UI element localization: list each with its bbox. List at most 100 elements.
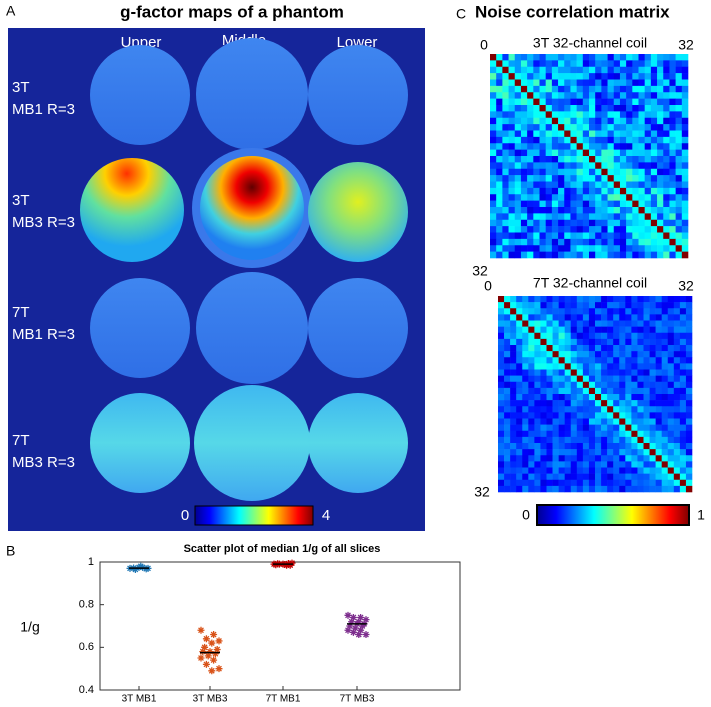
matrix-cell [649,412,656,419]
matrix-cell [498,479,505,487]
matrix-cell [514,105,522,112]
matrix-cell [551,117,559,125]
matrix-cell [631,394,638,401]
matrix-cell [595,143,602,150]
matrix-cell [657,85,664,93]
row-label: MB3 R=3 [12,214,75,231]
matrix-cell [589,54,596,61]
matrix-cell [625,406,632,413]
matrix-cell [504,351,511,358]
matrix-cell [631,326,638,334]
matrix-cell [582,308,590,315]
matrix-cell [613,424,620,432]
matrix-cell [669,168,676,176]
matrix-cell [643,467,650,474]
matrix-cell [576,219,584,227]
matrix-cell [685,467,693,474]
matrix-cell [632,117,639,125]
matrix-cell [607,436,614,444]
matrix-cell [502,162,509,170]
matrix-cell [619,357,626,364]
matrix-cell [564,175,571,182]
matrix-cell [502,245,509,252]
matrix-cell [522,381,529,389]
matrix-cell [520,213,528,221]
matrix-cell [675,213,683,221]
point [206,648,214,656]
matrix-cell [570,207,577,214]
matrix-cell [576,207,584,214]
matrix-cell [619,181,627,189]
matrix-cell [533,245,540,252]
matrix-cell [527,162,534,170]
matrix-cell [625,357,632,364]
matrix-cell [540,418,547,425]
matrix-cell [545,168,553,176]
matrix-cell [570,296,578,303]
matrix-cell [570,387,578,395]
matrix-cell [644,238,652,246]
matrix-cell [576,338,584,346]
matrix-cell [637,320,644,327]
matrix-cell [650,85,658,93]
matrix-cell [663,79,670,87]
matrix-cell [626,54,633,61]
matrix-cell [582,332,590,340]
matrix-cell [533,213,540,221]
matrix-axis-label: 32 [472,263,488,279]
matrix-cell [539,54,546,61]
matrix-cell [613,394,620,401]
matrix-cell [582,124,590,131]
matrix-cell [498,443,505,450]
matrix-cell [625,320,632,327]
matrix-cell [514,117,522,125]
matrix-cell [546,455,553,462]
matrix-cell [673,338,681,346]
matrix-cell [649,326,656,334]
matrix-cell [576,320,584,327]
matrix-cell [626,130,633,138]
matrix-cell [510,369,517,376]
matrix-cell [607,73,615,80]
matrix-cell [508,200,516,208]
matrix-cell [490,85,497,93]
matrix-cell [496,130,503,138]
matrix-cell [667,338,675,346]
matrix-cell [663,232,670,240]
matrix-cell [514,251,522,259]
matrix-cell [522,369,529,376]
matrix-cell [498,430,505,438]
matrix-cell [650,162,658,170]
matrix-cell [576,60,584,68]
matrix-cell [558,79,565,87]
matrix-cell [607,332,614,340]
matrix-cell [576,412,584,419]
matrix-cell [632,168,639,176]
matrix-cell [510,418,517,425]
matrix-cell [657,168,664,176]
matrix-cell [540,443,547,450]
matrix-cell [589,130,596,138]
matrix-cell [601,320,608,327]
matrix-cell [685,394,693,401]
matrix-cell [490,251,497,259]
matrix-cell [551,66,559,74]
matrix-cell [613,351,620,358]
matrix-cell [657,194,664,201]
matrix-cell [589,73,596,80]
matrix-cell [588,296,596,303]
matrix-cell [601,443,608,450]
matrix-cell [490,124,497,131]
matrix-cell [650,187,658,195]
matrix-cell [667,375,675,383]
matrix-cell [527,181,534,189]
matrix-cell [613,187,621,195]
matrix-cell [539,143,546,150]
y-tick-label: 0.8 [79,599,94,611]
matrix-cell [527,149,534,157]
matrix-cell [522,302,529,309]
matrix-cell [582,143,590,150]
matrix-cell [508,219,516,227]
matrix-cell [576,156,584,163]
matrix-cell [582,485,590,493]
